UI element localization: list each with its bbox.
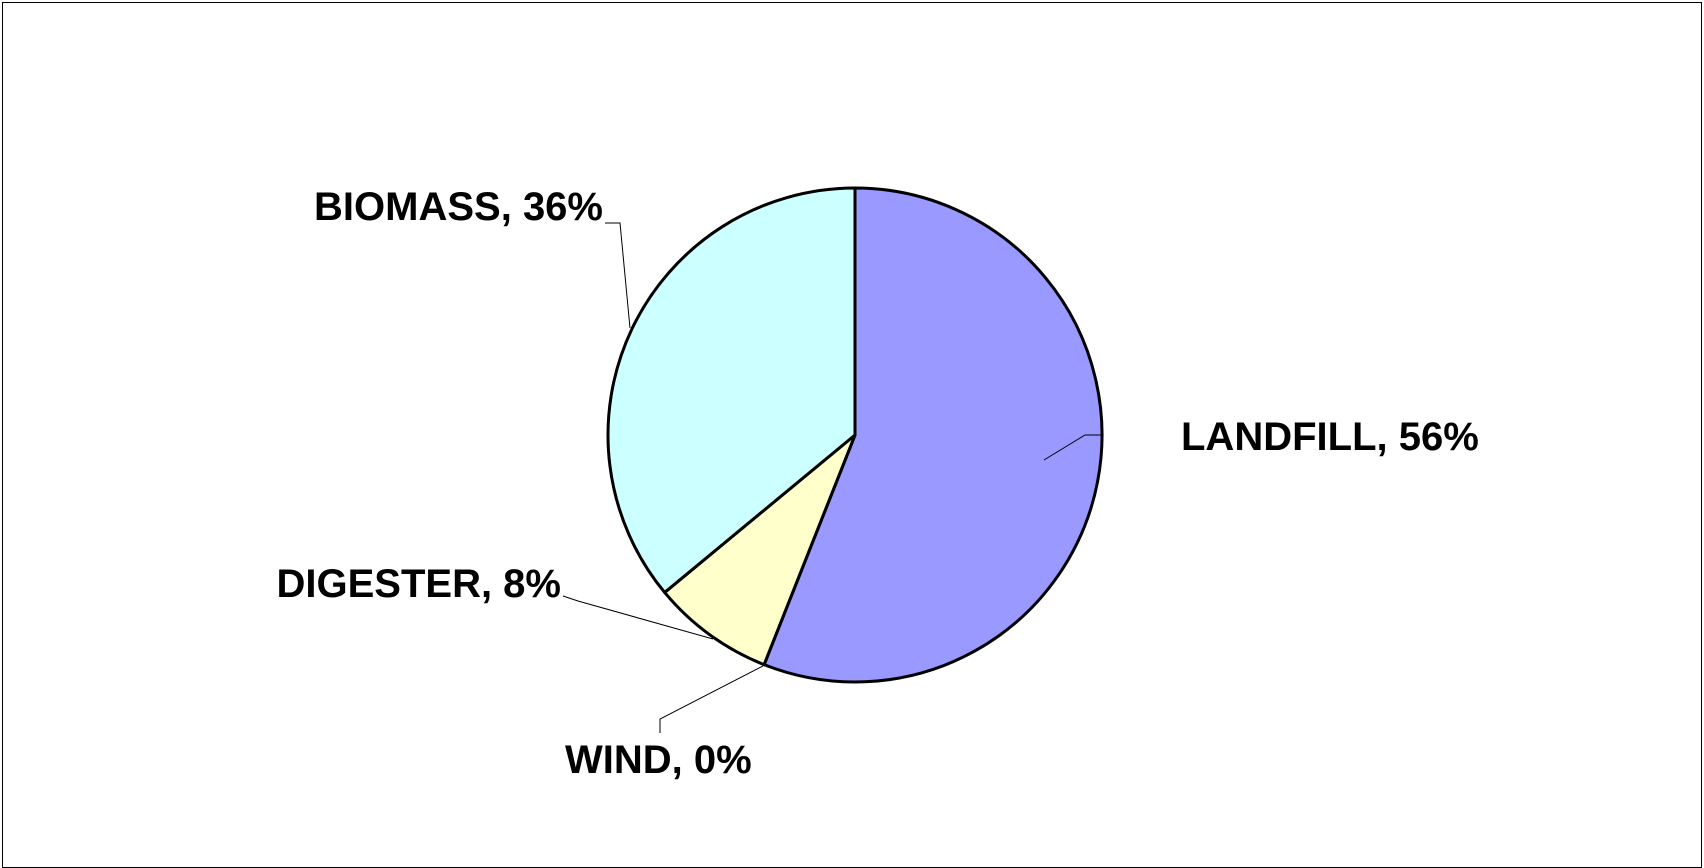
- pie-slice-digester: [663, 433, 857, 667]
- slice-label-wind: WIND, 0%: [565, 738, 752, 782]
- leader-lines: [562, 222, 1103, 733]
- slice-label-biomass: BIOMASS, 36%: [314, 185, 603, 229]
- leader-line-digester: [562, 595, 714, 640]
- pie-slices: [606, 186, 1104, 684]
- leader-line-landfill: [1043, 434, 1103, 461]
- pie-slice-biomass: [606, 186, 857, 594]
- slice-labels: LANDFILL, 56% WIND, 0% DIGESTER, 8% BIOMASS…: [276, 185, 1478, 782]
- leader-line-wind: [659, 665, 764, 733]
- pie-chart: LANDFILL, 56% WIND, 0% DIGESTER, 8% BIOMASS…: [276, 185, 1478, 782]
- leader-line-biomass: [605, 222, 631, 329]
- slice-label-landfill: LANDFILL, 56%: [1181, 415, 1479, 459]
- slice-label-digester: DIGESTER, 8%: [276, 562, 561, 606]
- pie-slice-landfill: [762, 186, 1104, 684]
